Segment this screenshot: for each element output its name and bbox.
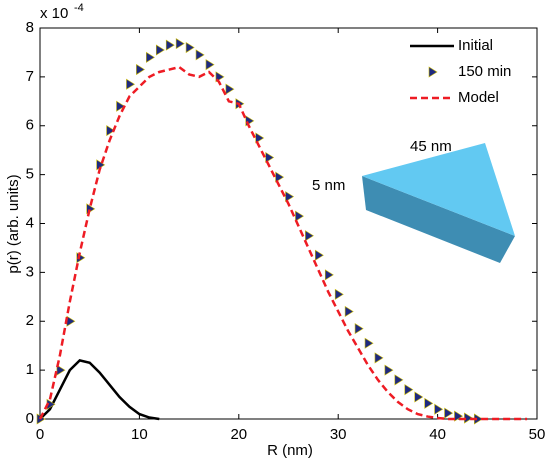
y-scale-base: x 10 [40, 5, 68, 22]
annotation: 45 nm [410, 138, 452, 155]
series-line [38, 65, 528, 421]
marker [116, 100, 126, 112]
marker [394, 374, 404, 386]
x-tick-label: 20 [230, 426, 247, 443]
marker [195, 49, 205, 61]
marker [324, 269, 334, 281]
legend-marker [428, 66, 438, 78]
marker [444, 407, 454, 419]
x-tick-label: 30 [330, 426, 347, 443]
x-tick-label: 10 [131, 426, 148, 443]
marker [56, 364, 66, 376]
marker [384, 364, 394, 376]
x-tick-label: 40 [429, 426, 446, 443]
prism-top [362, 143, 515, 236]
y-tick-label: 5 [26, 166, 34, 183]
y-tick-label: 4 [26, 214, 34, 231]
y-tick-label: 0 [26, 410, 34, 427]
marker [285, 191, 295, 203]
marker [106, 125, 116, 137]
marker [136, 64, 145, 76]
marker [315, 249, 324, 261]
marker [354, 323, 364, 335]
series-line [39, 358, 160, 421]
marker [205, 59, 215, 71]
marker [305, 230, 314, 242]
marker [146, 51, 155, 63]
marker [255, 132, 265, 144]
prism-front [362, 176, 515, 263]
marker [344, 305, 354, 318]
legend-label: 150 min [458, 63, 511, 80]
marker [126, 78, 136, 90]
y-tick-label: 6 [26, 117, 34, 134]
y-tick-label: 7 [26, 68, 34, 85]
x-tick-label: 50 [529, 426, 546, 443]
marker [175, 38, 185, 50]
inset-prism [362, 143, 515, 263]
marker [434, 403, 444, 415]
marker [275, 171, 285, 183]
y-tick-label: 8 [26, 19, 34, 36]
legend-label: Initial [458, 37, 493, 54]
marker [404, 384, 414, 396]
x-tick-label: 0 [36, 426, 44, 443]
x-axis-label: R (nm) [267, 442, 313, 459]
marker [334, 288, 344, 300]
marker [155, 44, 165, 56]
legend-label: Model [458, 89, 499, 106]
marker [265, 151, 275, 164]
marker [414, 391, 424, 403]
y-axis-label: p(r) (arb. units) [5, 174, 22, 273]
marker [225, 83, 235, 95]
y-tick-label: 2 [26, 312, 34, 329]
y-tick-label: 3 [26, 263, 34, 280]
marker [295, 210, 305, 222]
marker [454, 410, 464, 422]
marker [185, 42, 195, 54]
y-tick-label: 1 [26, 361, 34, 378]
marker [374, 352, 384, 364]
marker [165, 39, 175, 51]
annotation: 5 nm [312, 177, 345, 194]
marker [364, 337, 374, 349]
marker [424, 397, 434, 409]
y-scale-exponent: -4 [74, 2, 84, 14]
